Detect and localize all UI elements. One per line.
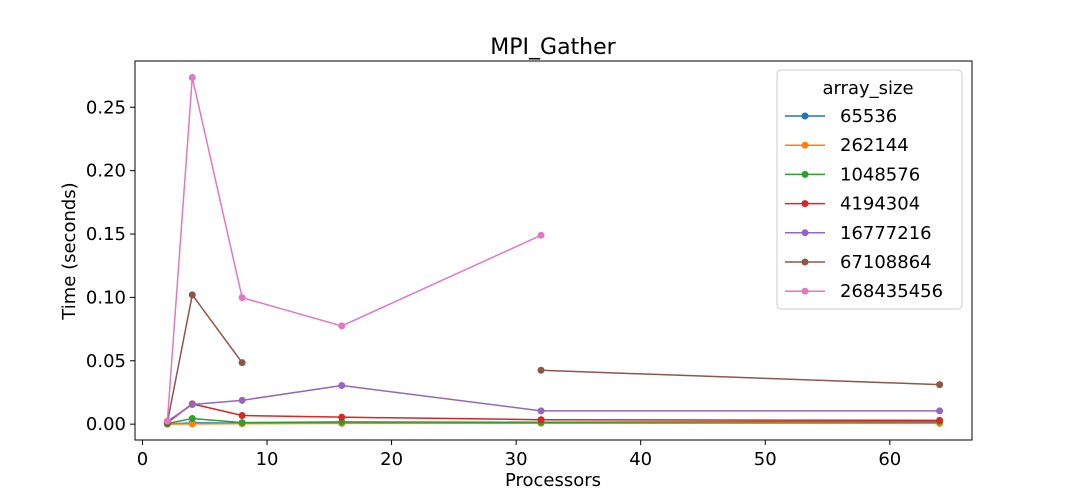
- data-point: [936, 416, 944, 424]
- data-point: [238, 396, 246, 404]
- legend-label: 16777216: [840, 223, 932, 244]
- legend-entry: 16777216: [785, 223, 932, 244]
- legend-entry: 262144: [785, 135, 909, 156]
- legend-entry: 67108864: [785, 252, 932, 273]
- data-point: [238, 412, 246, 420]
- y-axis-label: Time (seconds): [59, 182, 80, 320]
- x-tick-label: 10: [256, 449, 279, 470]
- legend-label: 262144: [840, 135, 909, 156]
- y-tick-label: 0.25: [86, 97, 126, 118]
- data-point: [338, 413, 346, 421]
- legend-marker: [801, 170, 809, 178]
- y-tick-label: 0.00: [86, 414, 126, 435]
- series-268435456: [163, 73, 545, 425]
- legend-entry: 268435456: [785, 281, 943, 302]
- data-point: [338, 381, 346, 389]
- legend-title: array_size: [822, 78, 913, 99]
- data-point: [188, 414, 196, 422]
- chart-title: MPI_Gather: [490, 35, 616, 60]
- data-point: [163, 417, 171, 425]
- data-point: [238, 359, 246, 367]
- legend-entry: 65536: [785, 106, 897, 127]
- y-tick-label: 0.15: [86, 224, 126, 245]
- series-16777216: [163, 381, 944, 425]
- legend-entries: 65536 262144 1048576 4194304 16777216 6710886…: [785, 106, 943, 302]
- legend-marker: [801, 112, 809, 120]
- data-point: [188, 291, 196, 299]
- series-line: [541, 369, 940, 386]
- x-tick-label: 60: [878, 449, 901, 470]
- legend-marker: [801, 141, 809, 149]
- series-67108864: [163, 291, 944, 426]
- data-point: [537, 407, 545, 415]
- legend-label: 4194304: [840, 194, 920, 215]
- y-tick-label: 0.20: [86, 161, 126, 182]
- series-line: [166, 403, 940, 424]
- legend-marker: [801, 258, 809, 266]
- legend-marker: [801, 287, 809, 295]
- legend-marker: [801, 229, 809, 237]
- data-point: [537, 416, 545, 424]
- plot-area: [134, 60, 973, 441]
- x-axis: 0 10 20 30 40 50 60: [137, 440, 901, 470]
- data-point: [188, 420, 196, 428]
- x-tick-label: 0: [137, 449, 148, 470]
- y-tick-label: 0.10: [86, 287, 126, 308]
- data-point: [238, 294, 246, 302]
- data-point: [537, 366, 545, 374]
- legend-label: 268435456: [840, 281, 943, 302]
- x-tick-label: 20: [380, 449, 403, 470]
- y-tick-label: 0.05: [86, 351, 126, 372]
- series-layer: [163, 73, 944, 428]
- legend-label: 1048576: [840, 164, 920, 185]
- legend: array_size 65536 262144 1048576 4194304 1677…: [776, 69, 963, 310]
- data-point: [188, 73, 196, 81]
- legend-entry: 1048576: [785, 164, 920, 185]
- data-point: [936, 407, 944, 415]
- legend-label: 67108864: [840, 252, 932, 273]
- data-point: [338, 322, 346, 330]
- data-point: [936, 381, 944, 389]
- x-tick-label: 40: [629, 449, 652, 470]
- legend-entry: 4194304: [785, 194, 920, 215]
- legend-marker: [801, 200, 809, 208]
- legend-label: 65536: [840, 106, 897, 127]
- series-line: [167, 422, 940, 425]
- legend-box: [776, 69, 963, 310]
- data-point: [238, 419, 246, 427]
- data-point: [537, 231, 545, 239]
- x-tick-label: 30: [505, 449, 528, 470]
- y-axis: 0.00 0.05 0.10 0.15 0.20 0.25: [86, 97, 135, 435]
- x-tick-label: 50: [754, 449, 777, 470]
- series-line: [167, 417, 940, 425]
- data-point: [188, 401, 196, 409]
- x-axis-label: Processors: [505, 470, 601, 491]
- series-line: [166, 77, 542, 422]
- series-line: [166, 384, 940, 422]
